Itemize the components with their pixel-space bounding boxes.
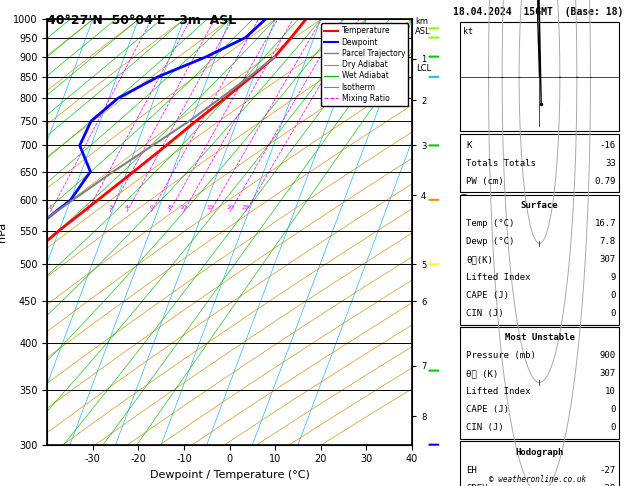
Text: K: K (467, 141, 472, 150)
Text: 33: 33 (605, 159, 616, 168)
Text: 20: 20 (226, 205, 234, 210)
Text: Lifted Index: Lifted Index (467, 273, 531, 282)
Text: Dewp (°C): Dewp (°C) (467, 237, 515, 246)
Text: 0: 0 (611, 423, 616, 432)
Text: 0.79: 0.79 (594, 177, 616, 186)
Text: 900: 900 (600, 351, 616, 360)
Text: 0: 0 (611, 405, 616, 414)
Text: 25: 25 (242, 205, 250, 210)
Text: SREH: SREH (467, 484, 488, 486)
Text: 8: 8 (167, 205, 171, 210)
Text: -28: -28 (600, 484, 616, 486)
Text: 4: 4 (125, 205, 129, 210)
Text: 10: 10 (180, 205, 187, 210)
Text: 15: 15 (206, 205, 214, 210)
Text: © weatheronline.co.uk: © weatheronline.co.uk (489, 474, 586, 484)
Text: Totals Totals: Totals Totals (467, 159, 537, 168)
Text: Surface: Surface (521, 201, 559, 210)
Text: Pressure (mb): Pressure (mb) (467, 351, 537, 360)
Text: -27: -27 (600, 466, 616, 474)
Text: 10: 10 (605, 387, 616, 396)
Text: 307: 307 (600, 369, 616, 378)
Text: kt: kt (463, 27, 473, 36)
Legend: Temperature, Dewpoint, Parcel Trajectory, Dry Adiabat, Wet Adiabat, Isotherm, Mi: Temperature, Dewpoint, Parcel Trajectory… (321, 23, 408, 106)
Text: CAPE (J): CAPE (J) (467, 291, 509, 300)
Text: 0: 0 (611, 309, 616, 318)
Text: 9: 9 (611, 273, 616, 282)
Text: km
ASL: km ASL (415, 17, 431, 36)
Text: Lifted Index: Lifted Index (467, 387, 531, 396)
Bar (460, 22, 620, 131)
Bar (460, 441, 620, 486)
Text: 7.8: 7.8 (600, 237, 616, 246)
Text: 40°27'N  50°04'E  -3m  ASL: 40°27'N 50°04'E -3m ASL (47, 14, 237, 27)
Text: PW (cm): PW (cm) (467, 177, 504, 186)
Text: θᴇ (K): θᴇ (K) (467, 369, 499, 378)
Text: 3: 3 (108, 205, 112, 210)
Text: CIN (J): CIN (J) (467, 309, 504, 318)
Text: 6: 6 (149, 205, 153, 210)
Text: 307: 307 (600, 255, 616, 264)
Text: 1: 1 (48, 205, 52, 210)
Bar (460, 327, 620, 439)
Text: 0: 0 (611, 291, 616, 300)
X-axis label: Dewpoint / Temperature (°C): Dewpoint / Temperature (°C) (150, 470, 309, 480)
Text: Hodograph: Hodograph (515, 448, 564, 456)
Text: EH: EH (467, 466, 477, 474)
Text: 16.7: 16.7 (594, 219, 616, 228)
Bar (460, 134, 620, 192)
Text: θᴇ(K): θᴇ(K) (467, 255, 493, 264)
Y-axis label: Mixing Ratio (g/kg): Mixing Ratio (g/kg) (461, 192, 470, 272)
Text: LCL: LCL (416, 64, 431, 73)
Text: Most Unstable: Most Unstable (504, 333, 574, 342)
Text: CIN (J): CIN (J) (467, 423, 504, 432)
Y-axis label: hPa: hPa (0, 222, 8, 242)
Bar (460, 195, 620, 325)
Text: CAPE (J): CAPE (J) (467, 405, 509, 414)
Text: -16: -16 (600, 141, 616, 150)
Text: 18.04.2024  15GMT  (Base: 18): 18.04.2024 15GMT (Base: 18) (453, 7, 623, 17)
Text: 2: 2 (86, 205, 89, 210)
Text: Temp (°C): Temp (°C) (467, 219, 515, 228)
